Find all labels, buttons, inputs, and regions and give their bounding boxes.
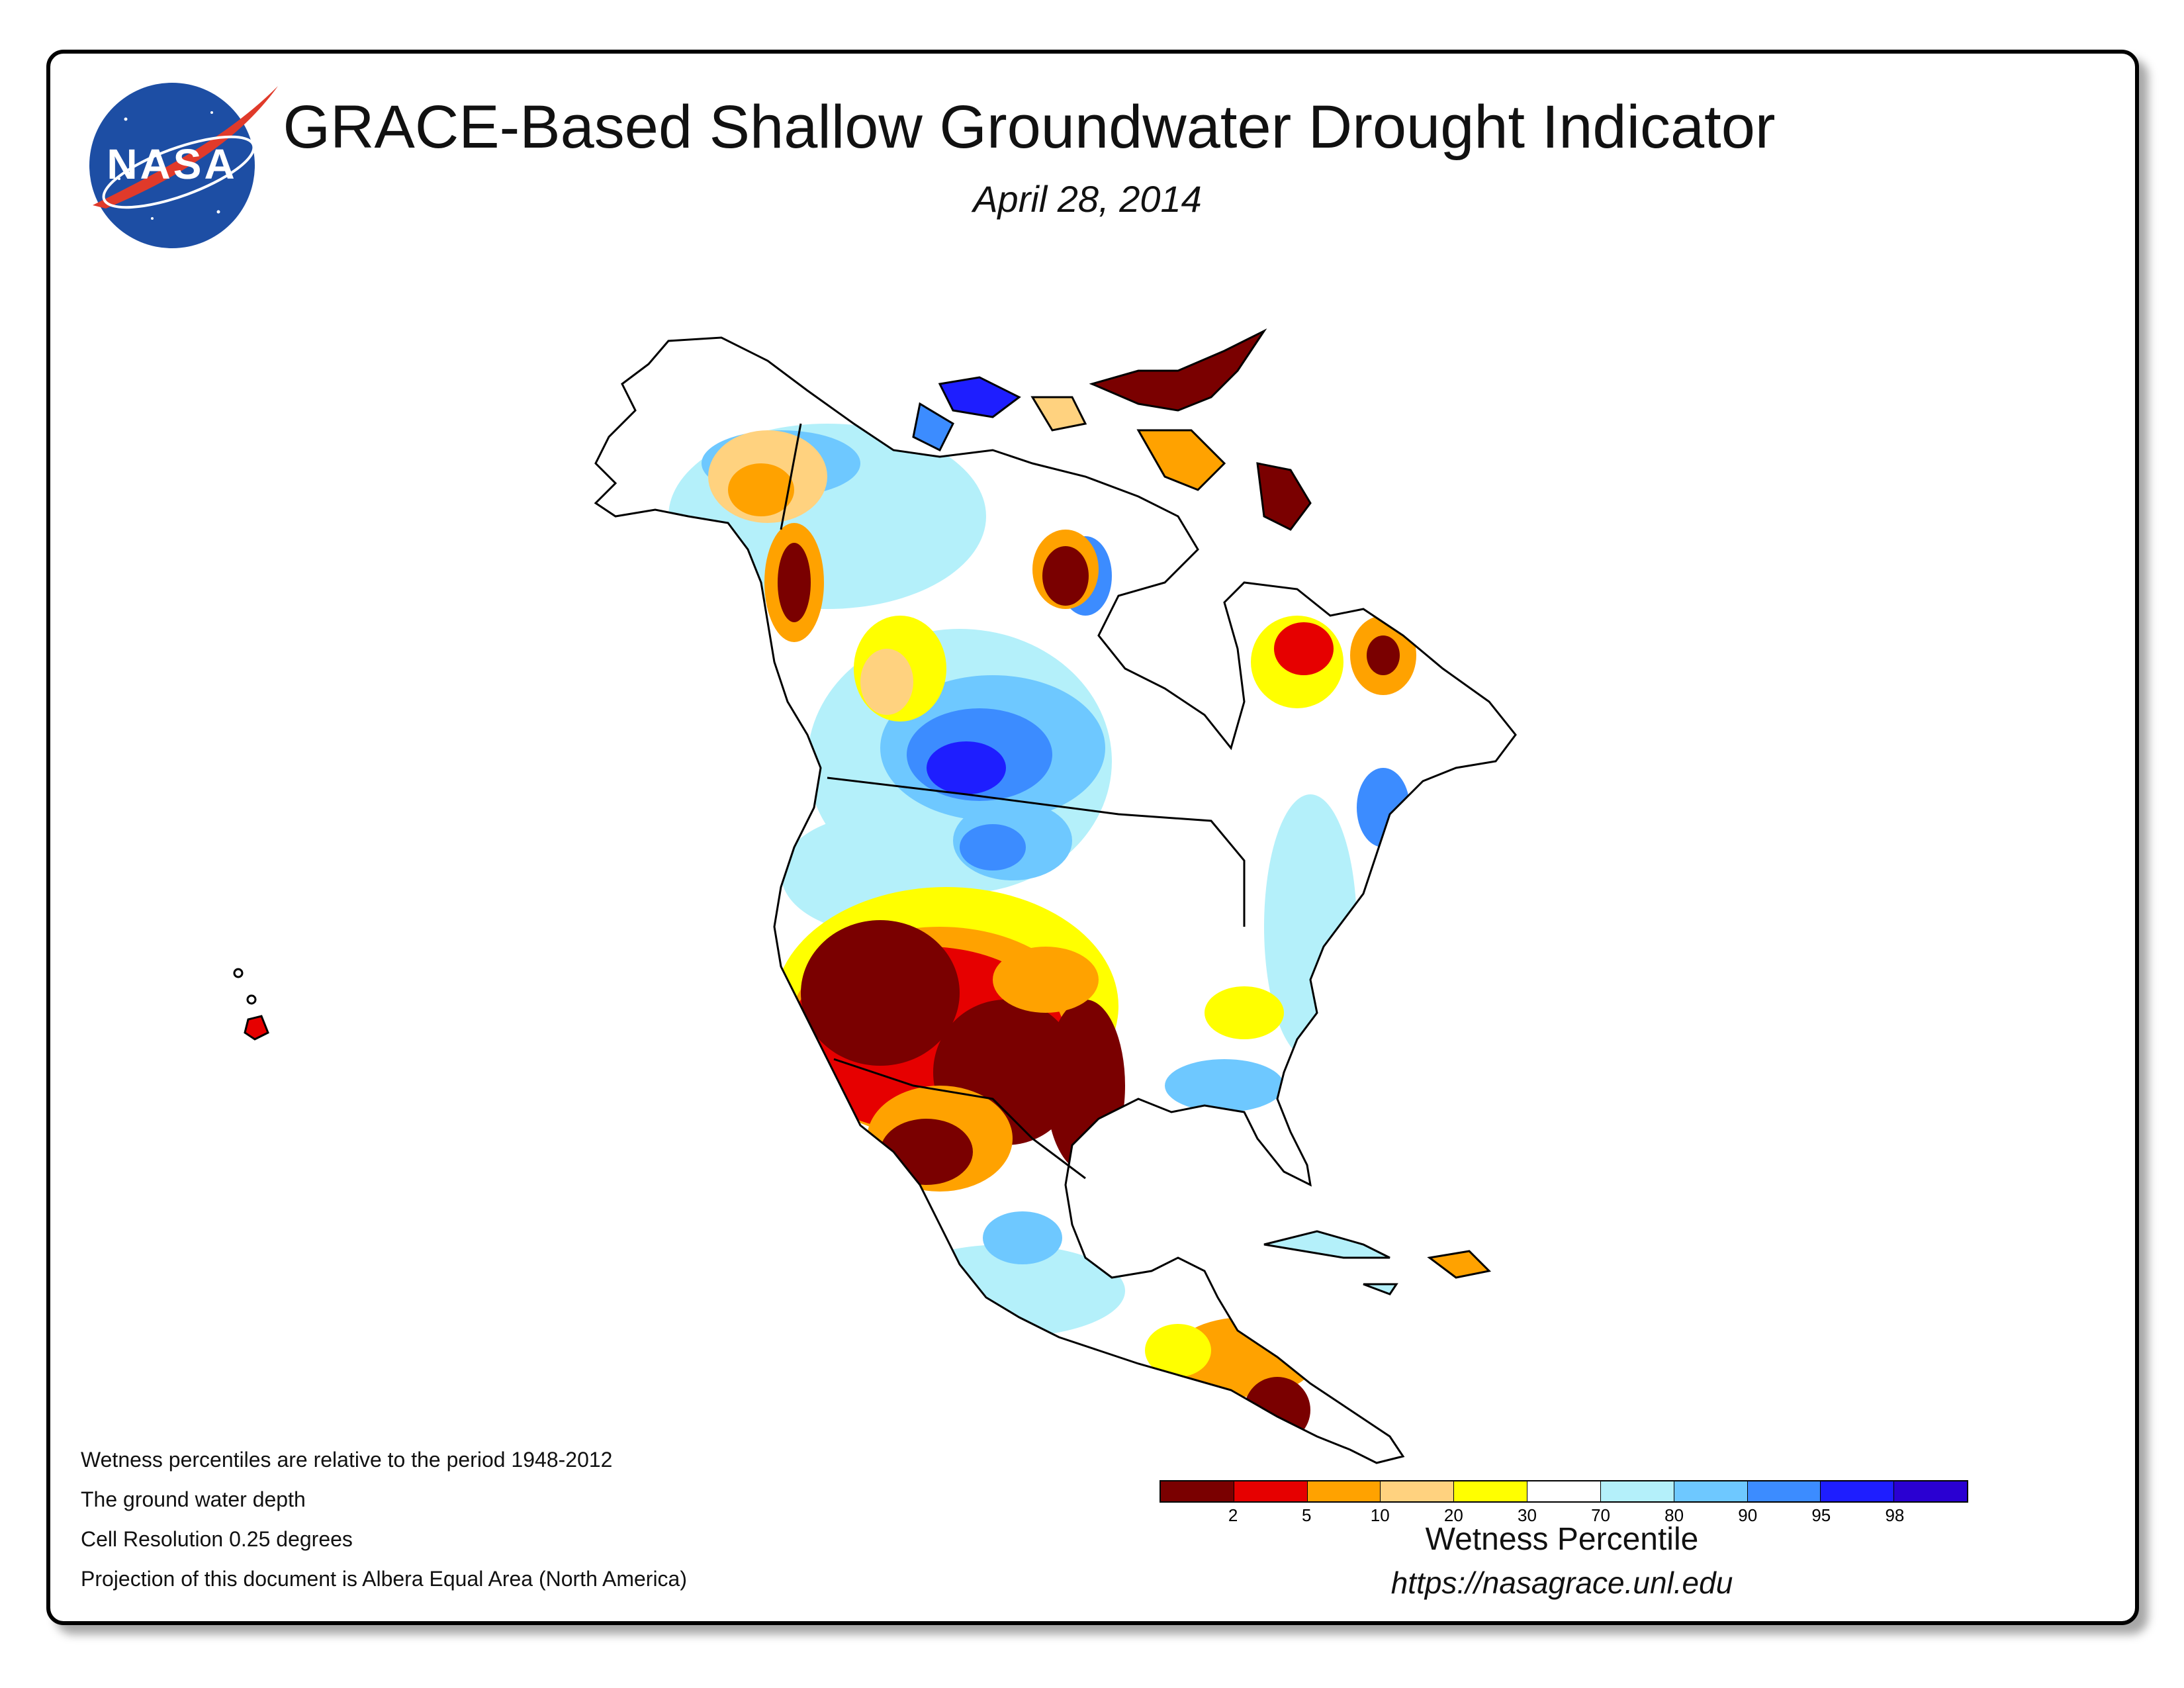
legend-swatch bbox=[1600, 1481, 1674, 1501]
legend-tick-label: 90 bbox=[1738, 1505, 1758, 1525]
svg-text:NASA: NASA bbox=[107, 140, 237, 188]
legend-swatch bbox=[1381, 1481, 1455, 1501]
legend-tick-label: 2 bbox=[1228, 1505, 1238, 1525]
legend-color-bar bbox=[1160, 1480, 1968, 1503]
note-groundwater-depth: The ground water depth bbox=[81, 1487, 306, 1511]
legend-tick-label: 80 bbox=[1664, 1505, 1684, 1525]
legend-tick-label: 95 bbox=[1811, 1505, 1831, 1525]
legend-tick-label: 98 bbox=[1885, 1505, 1905, 1525]
color-legend: 2 5 10 20 30 70 80 90 95 98 bbox=[1160, 1480, 1968, 1526]
north-america-map bbox=[233, 328, 1517, 1464]
legend-swatch bbox=[1454, 1481, 1528, 1501]
legend-title: Wetness Percentile bbox=[1425, 1522, 1699, 1557]
source-url[interactable]: https://nasagrace.unl.edu bbox=[1390, 1566, 1733, 1600]
legend-swatch bbox=[1747, 1481, 1821, 1501]
note-percentile-period: Wetness percentiles are relative to the … bbox=[81, 1448, 613, 1472]
note-projection: Projection of this document is Albera Eq… bbox=[81, 1567, 687, 1591]
legend-swatch bbox=[1674, 1481, 1748, 1501]
legend-tick-label: 10 bbox=[1370, 1505, 1390, 1525]
nasa-logo-icon: NASA bbox=[89, 83, 278, 248]
legend-swatch bbox=[1821, 1481, 1895, 1501]
legend-tick-labels: 2 5 10 20 30 70 80 90 95 98 bbox=[1160, 1503, 1968, 1526]
legend-tick-label: 70 bbox=[1591, 1505, 1610, 1525]
note-cell-resolution: Cell Resolution 0.25 degrees bbox=[81, 1527, 353, 1551]
map-notes: Wetness percentiles are relative to the … bbox=[81, 1446, 687, 1605]
legend-swatch bbox=[1307, 1481, 1381, 1501]
legend-tick-label: 30 bbox=[1517, 1505, 1537, 1525]
legend-tick-label: 5 bbox=[1301, 1505, 1312, 1525]
legend-swatch bbox=[1894, 1481, 1967, 1501]
legend-swatch bbox=[1527, 1481, 1601, 1501]
page-title: GRACE-Based Shallow Groundwater Drought … bbox=[283, 93, 1776, 161]
legend-tick-label: 20 bbox=[1443, 1505, 1463, 1525]
legend-swatch bbox=[1234, 1481, 1308, 1501]
legend-swatch bbox=[1161, 1481, 1234, 1501]
map-date: April 28, 2014 bbox=[973, 178, 1202, 220]
